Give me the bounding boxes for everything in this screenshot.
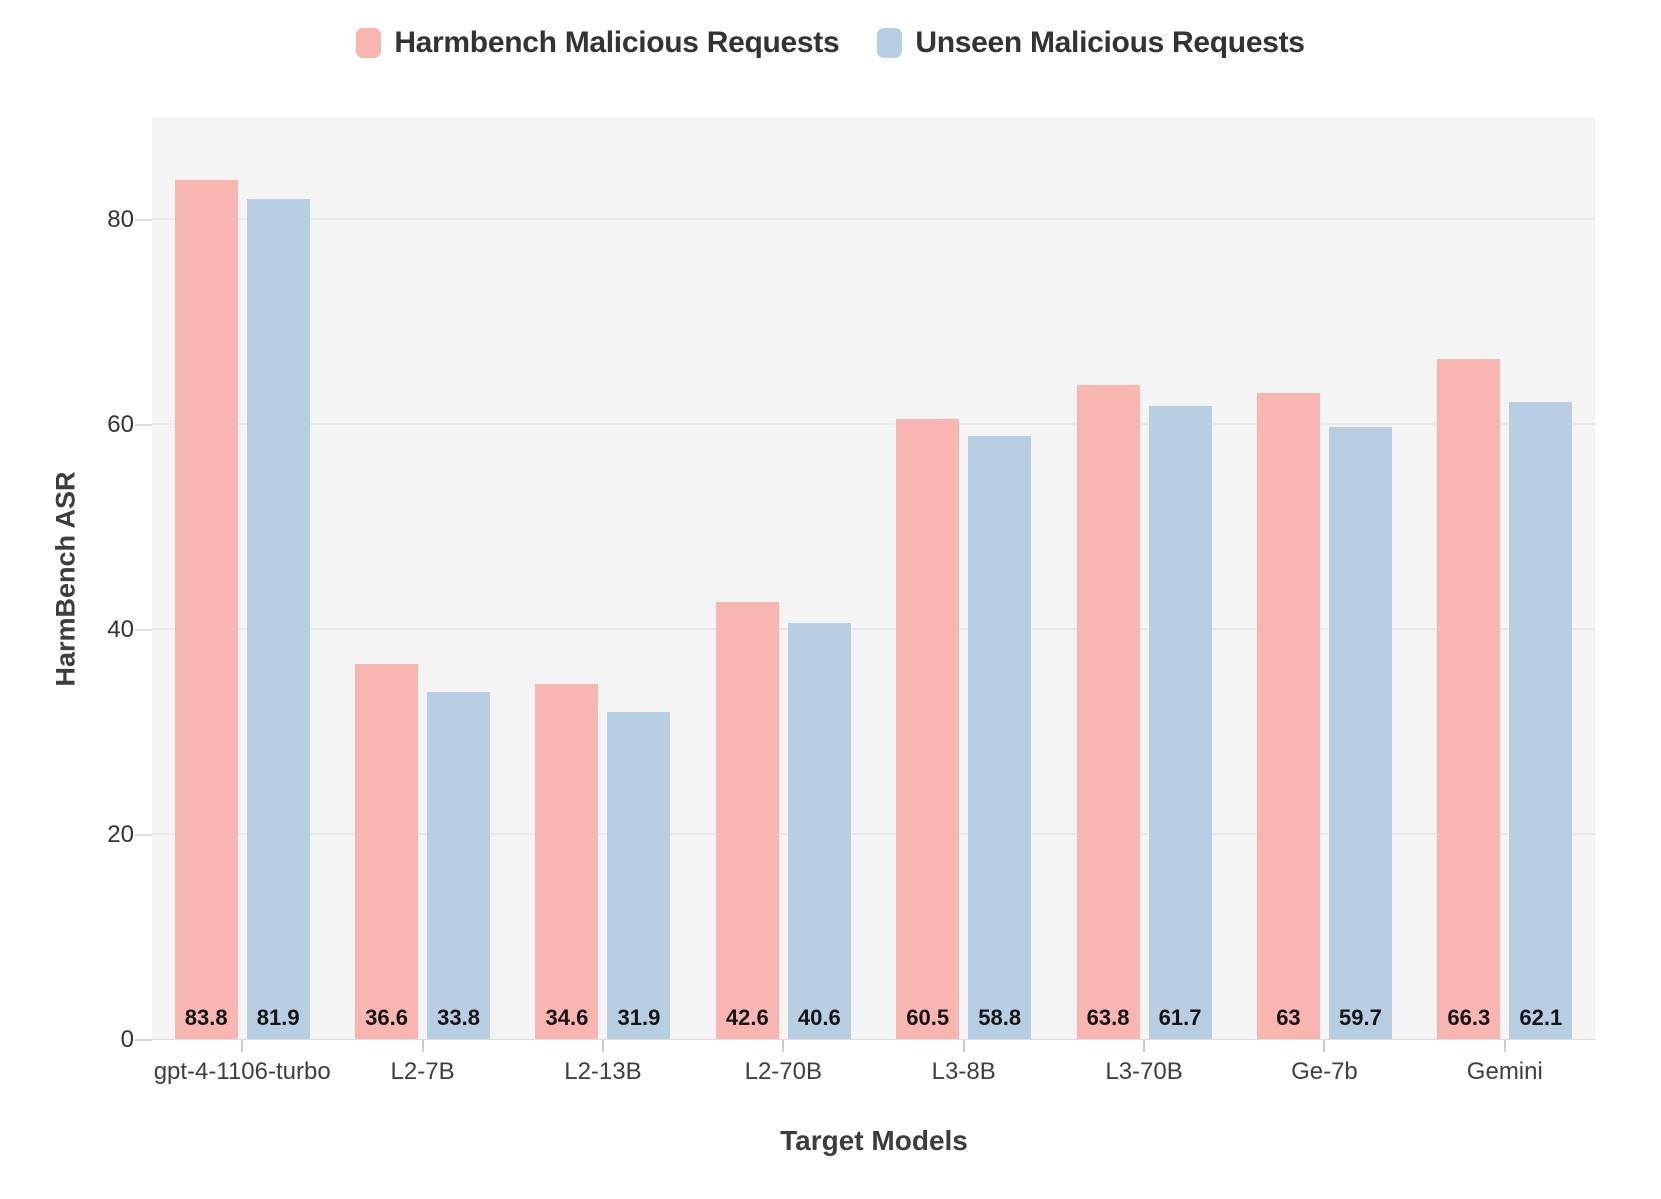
xtick-label-Ge-7b: Ge-7b [1291, 1058, 1358, 1085]
harmbench-swatch-icon [356, 28, 382, 58]
xtick-label-L2-7B: L2-7B [390, 1058, 455, 1085]
ytick-mark-80 [135, 218, 152, 221]
bar-value-label: 62.1 [1519, 1005, 1563, 1030]
bar-value-label: 36.6 [365, 1005, 408, 1030]
xtick-mark-Ge-7b [1323, 1040, 1326, 1052]
ytick-mark-40 [135, 628, 152, 631]
bar-unseen-Gemini: 62.1 [1509, 402, 1573, 1039]
ytick-label-60: 60 [107, 410, 134, 438]
bar-unseen-L2-70B: 40.6 [787, 622, 851, 1039]
bar-value-label: 59.7 [1339, 1005, 1382, 1030]
bar-harmbench-gpt-4-1106-turbo: 83.8 [174, 179, 238, 1039]
bar-unseen-Ge-7b: 59.7 [1328, 426, 1392, 1039]
bar-harmbench-L2-70B: 42.6 [715, 602, 779, 1039]
bar-value-label: 33.8 [437, 1005, 480, 1030]
xtick-label-L2-13B: L2-13B [564, 1058, 642, 1085]
xtick-mark-L2-13B [601, 1040, 604, 1052]
bar-value-label: 34.6 [545, 1005, 589, 1030]
legend-label-unseen: Unseen Malicious Requests [915, 26, 1305, 59]
bar-value-label: 61.7 [1158, 1005, 1202, 1030]
xtick-mark-L3-70B [1143, 1040, 1146, 1052]
bar-harmbench-Gemini: 66.3 [1437, 359, 1501, 1039]
xtick-mark-L2-7B [421, 1040, 424, 1052]
bar-harmbench-L3-70B: 63.8 [1076, 384, 1140, 1039]
ytick-mark-0 [135, 1039, 152, 1041]
xtick-label-L3-70B: L3-70B [1105, 1058, 1183, 1085]
xtick-mark-L2-70B [782, 1040, 785, 1052]
bar-value-label: 81.9 [256, 1005, 300, 1030]
legend-item-harmbench: Harmbench Malicious Requests [356, 26, 840, 60]
xtick-label-L3-8B: L3-8B [931, 1058, 996, 1085]
ytick-mark-60 [135, 423, 152, 426]
gridline-40 [152, 627, 1595, 630]
xtick-mark-Gemini [1503, 1040, 1506, 1052]
bar-unseen-L3-70B: 61.7 [1148, 406, 1212, 1039]
gridline-60 [152, 422, 1595, 425]
x-axis-title: Target Models [780, 1125, 968, 1156]
gridline-20 [152, 832, 1595, 835]
xtick-mark-gpt-4-1106-turbo [241, 1040, 244, 1052]
legend-label-harmbench: Harmbench Malicious Requests [394, 26, 840, 59]
bar-value-label: 63 [1276, 1005, 1301, 1030]
bar-value-label: 31.9 [617, 1005, 661, 1030]
bar-unseen-L3-8B: 58.8 [968, 435, 1032, 1039]
ytick-label-80: 80 [107, 205, 134, 233]
legend-item-unseen: Unseen Malicious Requests [877, 26, 1305, 60]
bar-value-label: 40.6 [797, 1005, 841, 1030]
bar-value-label: 58.8 [978, 1005, 1022, 1030]
gridline-80 [152, 217, 1595, 220]
bar-harmbench-L2-7B: 36.6 [355, 663, 419, 1039]
xtick-label-Gemini: Gemini [1466, 1058, 1543, 1085]
bar-unseen-gpt-4-1106-turbo: 81.9 [246, 199, 310, 1039]
y-axis-title: HarmBench ASR [50, 471, 81, 687]
bar-value-label: 83.8 [184, 1005, 228, 1030]
plot-panel: 83.8 81.9 36.6 33.8 34.6 31.9 42.6 40.6 60.5 58.8… [152, 117, 1595, 1040]
ytick-label-0: 0 [120, 1026, 134, 1053]
unseen-swatch-icon [877, 28, 903, 58]
xtick-mark-L3-8B [962, 1040, 965, 1052]
bar-value-label: 66.3 [1447, 1005, 1491, 1030]
bar-value-label: 63.8 [1086, 1005, 1130, 1030]
bar-value-label: 42.6 [725, 1005, 769, 1030]
bar-harmbench-L2-13B: 34.6 [535, 684, 599, 1039]
bar-unseen-L2-7B: 33.8 [427, 692, 491, 1039]
ytick-label-20: 20 [107, 820, 134, 848]
bar-harmbench-L3-8B: 60.5 [896, 418, 960, 1039]
legend: Harmbench Malicious Requests Unseen Mali… [0, 26, 1661, 60]
bar-unseen-L2-13B: 31.9 [607, 711, 671, 1039]
ytick-mark-20 [135, 833, 152, 836]
ytick-label-40: 40 [107, 615, 134, 643]
bar-harmbench-Ge-7b: 63 [1256, 392, 1320, 1039]
bar-value-label: 60.5 [906, 1005, 950, 1030]
xtick-label-gpt-4-1106-turbo: gpt-4-1106-turbo [153, 1058, 331, 1085]
xtick-label-L2-70B: L2-70B [744, 1058, 822, 1085]
